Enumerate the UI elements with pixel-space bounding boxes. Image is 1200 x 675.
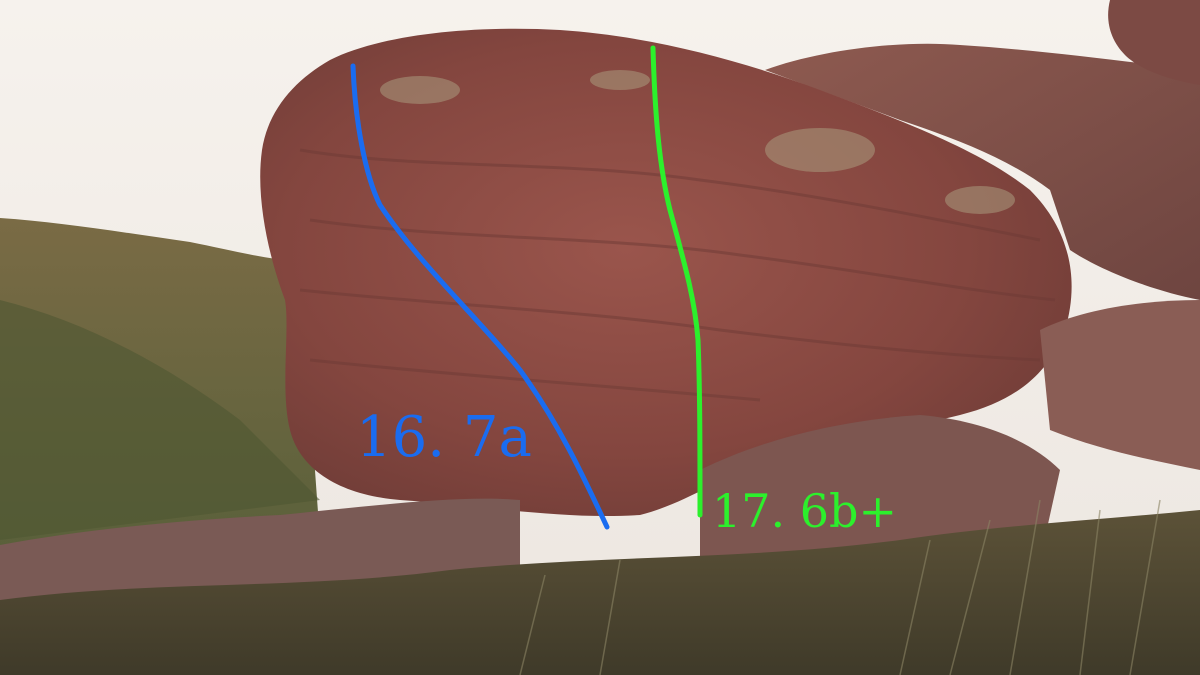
hillside-shadow xyxy=(0,300,320,540)
route-label-16: 16. 7a xyxy=(356,405,532,470)
route-line-17 xyxy=(650,45,703,518)
route-label-17: 17. 6b+ xyxy=(712,484,898,538)
lichen-patches xyxy=(380,70,1015,214)
ground-vegetation xyxy=(0,510,1200,675)
dry-grass xyxy=(519,499,1161,675)
route-line-16 xyxy=(350,63,610,530)
right-rock-formation xyxy=(765,43,1200,300)
lower-right-slab xyxy=(1040,300,1200,470)
right-rock-top xyxy=(1108,0,1200,85)
